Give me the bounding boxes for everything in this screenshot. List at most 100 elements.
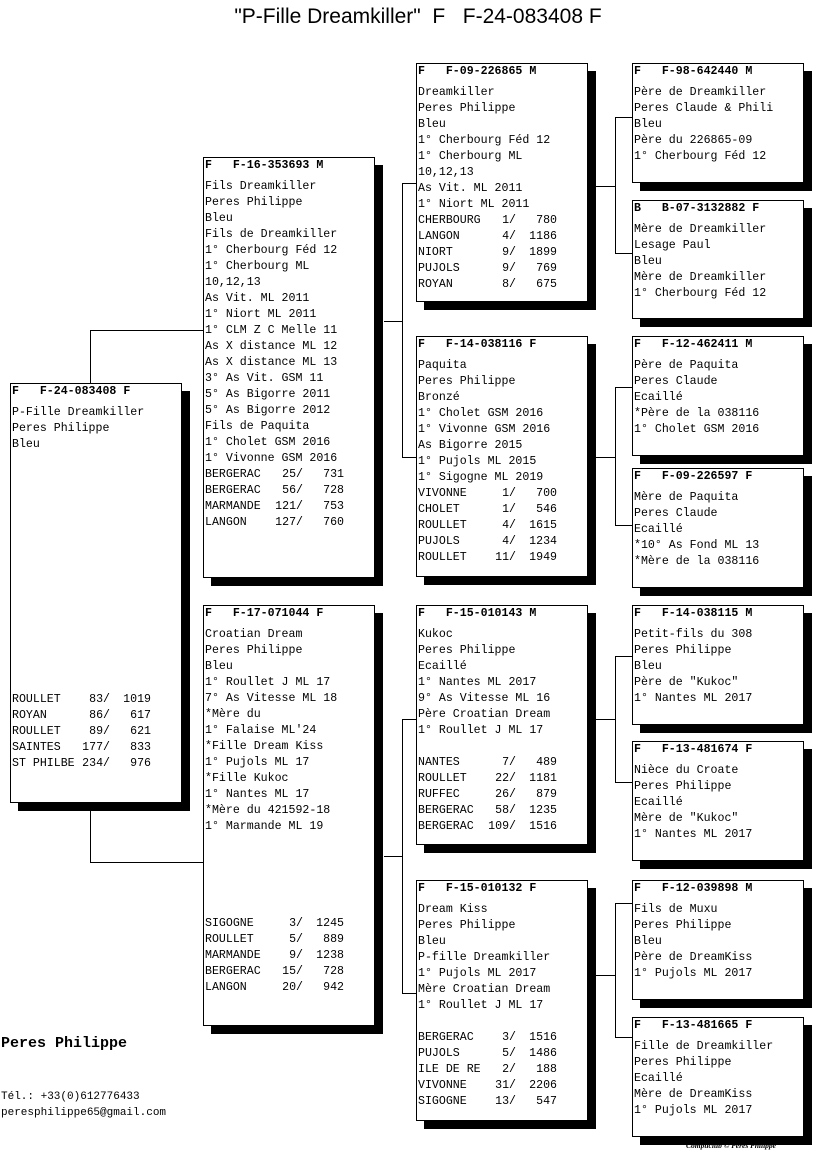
info-line: 1° CLM Z C Melle 11 [205,324,338,337]
connector [615,117,632,118]
pedigree-box-sdd: F F-09-226597 F Mère de Paquita Peres Clau… [632,468,804,588]
info-line: Peres Philippe [634,644,732,657]
info-line: Peres Claude [634,507,718,520]
info-line: P-fille Dreamkiller [418,951,551,964]
result-place: BERGERAC [205,484,261,497]
info-line: 10,12,13 [205,276,261,289]
info-line: 1° Vivonne GSM 2016 [418,423,551,436]
connector [402,457,416,458]
result-row: BERGERAC 25/731 [204,467,374,483]
result-total: 942 [323,981,344,994]
info-line: Mère de DreamKiss [634,1088,753,1101]
result-place: LANGON [205,516,247,529]
info-line: *Père de la 038116 [634,407,760,420]
ring-number: F F-24-083408 F [12,385,131,398]
result-row: ROULLET 22/1181 [417,771,587,787]
result-total: 1235 [529,804,557,817]
result-row: MARMANDE 9/1238 [204,948,344,964]
info-line: Bronzé [418,391,460,404]
result-place: ROYAN [12,709,47,722]
result-place: LANGON [418,230,460,243]
result-row: SAINTES 177/833 [11,740,151,756]
result-place: NIORT [418,246,453,259]
connector [615,387,632,388]
result-rank: 31/ [495,1079,516,1092]
info-line: 1° Nantes ML 2017 [634,692,753,705]
info-line: Peres Claude [634,375,718,388]
connector [615,253,632,254]
result-total: 547 [536,1095,557,1108]
result-total: 2206 [529,1079,557,1092]
pedigree-box-sd: F F-14-038116 F Paquita Peres Philippe Bron… [416,336,588,577]
info-line: 1° Niort ML 2011 [205,308,317,321]
info-line: Ecaillé [418,660,467,673]
result-total: 700 [536,487,557,500]
result-row: CHERBOURG 1/780 [417,213,587,229]
result-place: ROULLET [418,519,467,532]
result-row: MARMANDE 121/753 [204,499,374,515]
result-place: SAINTES [12,741,61,754]
info-line: 7° As Vitesse ML 18 [205,692,338,705]
info-line: 5° As Bigorre 2011 [205,388,331,401]
info-line: 1° Pujols ML 2017 [634,967,753,980]
info-line: 1° Cholet GSM 2016 [205,436,331,449]
result-row: ROULLET 5/889 [204,932,344,948]
result-total: 1949 [529,551,557,564]
result-rank: 9/ [502,262,516,275]
info-line: As Vit. ML 2011 [205,292,310,305]
info-line: 1° Marmande ML 19 [205,820,324,833]
connector [402,993,416,994]
result-place: MARMANDE [205,949,261,962]
info-line: Père de Paquita [634,359,739,372]
info-line: 1° Falaise ML'24 [205,724,317,737]
result-row: PUJOLS 9/769 [417,261,587,277]
result-rank: 121/ [275,500,303,513]
pedigree-box-ss: F F-09-226865 M Dreamkiller Peres Philippe… [416,63,588,302]
info-line: Fils de Paquita [205,420,310,433]
info-line: Bleu [418,935,446,948]
info-line: Fils de Muxu [634,903,718,916]
ring-number: F F-09-226865 M [418,65,537,78]
info-line: Nièce du Croate [634,764,739,777]
result-place: MARMANDE [205,500,261,513]
result-place: ILE DE RE [418,1063,481,1076]
result-row: BERGERAC 15/728 [204,964,344,980]
result-row: ROYAN 86/617 [11,708,151,724]
ring-number: F F-13-481665 F [634,1019,753,1032]
info-line: Mère Croatian Dream [418,983,551,996]
info-line: Fils Dreamkiller [205,180,317,193]
connector [615,903,632,904]
result-rank: 9/ [289,949,303,962]
info-line: 1° Roullet J ML 17 [418,724,544,737]
result-total: 731 [323,468,344,481]
pedigree-box-subject: F F-24-083408 F P-Fille Dreamkiller Peres … [10,383,182,803]
result-row: VIVONNE 31/2206 [417,1078,587,1094]
ring-number: B B-07-3132882 F [634,202,760,215]
pedigree-box-ddd: F F-13-481665 F Fille de Dreamkiller Peres… [632,1017,804,1137]
result-rank: 22/ [495,772,516,785]
info-line: Mère de "Kukoc" [634,812,739,825]
result-rank: 4/ [502,519,516,532]
info-line: Peres Philippe [418,375,516,388]
connector [615,656,616,783]
result-row: VIVONNE 1/700 [417,486,587,502]
result-rank: 89/ [89,725,110,738]
info-line: Peres Philippe [418,102,516,115]
result-rank: 177/ [82,741,110,754]
result-rank: 1/ [502,487,516,500]
result-row: SIGOGNE 3/1245 [204,916,344,932]
race-results: ROULLET 83/1019 ROYAN 86/617 ROULLET 89/621 SA… [11,692,151,772]
info-line: 3° As Vit. GSM 11 [205,372,324,385]
info-line: 1° Cherbourg Féd 12 [634,150,767,163]
connector [615,656,632,657]
info-line: Peres Philippe [634,780,732,793]
result-row: NANTES 7/489 [417,755,587,771]
result-rank: 109/ [488,820,516,833]
info-line: 1° Vivonne GSM 2016 [205,452,338,465]
info-line: Père Croatian Dream [418,708,551,721]
result-row: ROULLET 89/621 [11,724,151,740]
race-results: NANTES 7/489 ROULLET 22/1181 RUFFEC 26/879 BER… [417,755,587,835]
result-row: ROULLET 83/1019 [11,692,151,708]
connector [384,856,402,857]
result-place: RUFFEC [418,788,460,801]
